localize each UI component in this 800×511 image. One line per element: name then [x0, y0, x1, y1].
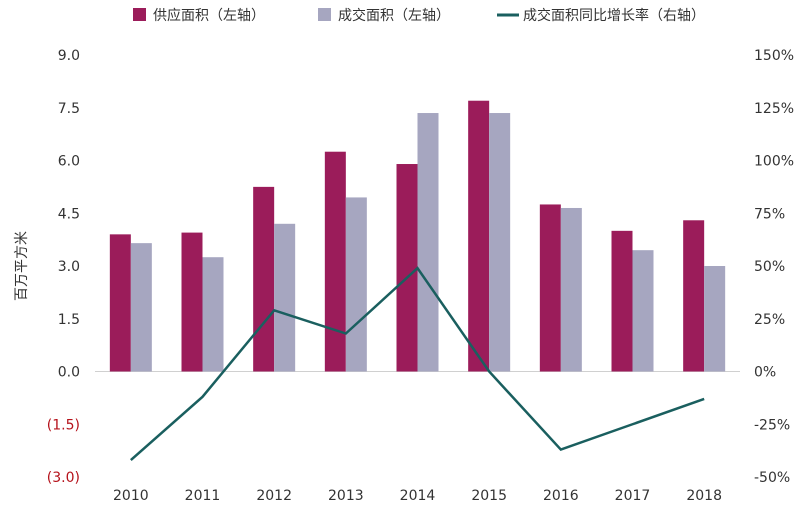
y-tick-label: 1.5 [58, 312, 80, 328]
bar-supply-2010 [109, 234, 131, 372]
y2-tick-label: 150% [754, 48, 794, 64]
y-tick-label: (1.5) [47, 417, 80, 433]
y-tick-label: 9.0 [58, 48, 80, 64]
y-axis-label: 百万平方米 [14, 231, 30, 301]
bar-supply-2018 [683, 220, 705, 372]
y-tick-label: 6.0 [58, 154, 80, 170]
x-tick-label: 2011 [185, 488, 221, 504]
bar-supply-2014 [396, 164, 418, 372]
bar-supply-2012 [253, 186, 275, 372]
y-tick-label: 3.0 [58, 259, 80, 275]
y-tick-label: 7.5 [58, 101, 80, 117]
y2-tick-label: 125% [754, 101, 794, 117]
legend-label: 成交面积同比增长率（右轴） [523, 7, 705, 24]
x-tick-label: 2016 [543, 488, 579, 504]
x-tick-label: 2015 [471, 488, 507, 504]
growth-rate-line [130, 266, 705, 462]
x-tick-label: 2010 [113, 488, 149, 504]
legend-label: 供应面积（左轴） [153, 7, 265, 24]
x-tick-label: 2018 [686, 488, 722, 504]
x-tick-label: 2013 [328, 488, 364, 504]
legend-swatch [318, 8, 331, 21]
bar-transaction-2017 [632, 250, 654, 372]
bar-supply-2013 [324, 151, 346, 372]
y2-tick-label: 25% [754, 312, 785, 328]
bar-supply-2015 [468, 100, 490, 372]
bar-transaction-2012 [274, 223, 296, 372]
y2-tick-label: 0% [754, 365, 776, 381]
y2-tick-label: 75% [754, 206, 785, 222]
legend-swatch [133, 8, 146, 21]
x-tick-label: 2017 [615, 488, 651, 504]
y2-tick-label: -25% [754, 417, 790, 433]
bar-transaction-2018 [704, 266, 726, 372]
bar-transaction-2011 [202, 257, 224, 372]
bar-transaction-2010 [130, 243, 152, 372]
legend-label: 成交面积（左轴） [338, 7, 450, 24]
y2-tick-label: -50% [754, 470, 790, 486]
x-tick-label: 2014 [400, 488, 436, 504]
y2-tick-label: 100% [754, 154, 794, 170]
y-tick-label: (3.0) [47, 470, 80, 486]
bar-transaction-2014 [417, 113, 439, 372]
bar-supply-2017 [611, 230, 633, 372]
bar-transaction-2015 [489, 113, 511, 372]
bar-supply-2011 [181, 232, 203, 372]
y2-tick-label: 50% [754, 259, 785, 275]
y-tick-label: 0.0 [58, 365, 80, 381]
bar-transaction-2013 [345, 197, 367, 372]
bar-transaction-2016 [560, 207, 582, 372]
y-tick-label: 4.5 [58, 206, 80, 222]
x-tick-label: 2012 [256, 488, 292, 504]
bar-supply-2016 [539, 204, 561, 372]
